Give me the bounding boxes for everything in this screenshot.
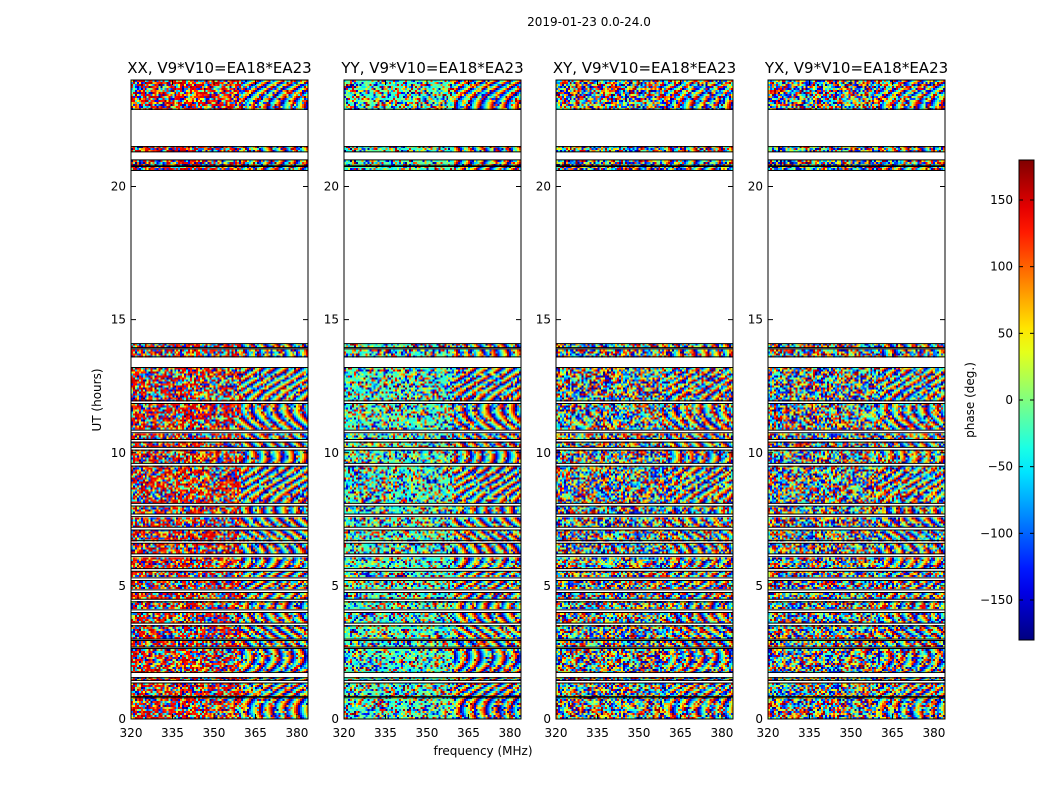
y-tick-label: 10	[324, 446, 339, 460]
x-tick-label: 335	[586, 726, 609, 740]
x-tick-label: 380	[285, 726, 308, 740]
y-tick-label: 20	[111, 180, 126, 194]
colorbar-tick-label: 0	[1005, 393, 1013, 407]
x-tick-label: 365	[881, 726, 904, 740]
y-tick-label: 15	[748, 313, 763, 327]
y-tick-label: 20	[748, 180, 763, 194]
chart-suptitle: 2019-01-23 0.0-24.0	[527, 15, 651, 29]
x-tick-label: 380	[922, 726, 945, 740]
y-tick-label: 10	[111, 446, 126, 460]
panel-yx: YX, V9*V10=EA18*EA23 0 5 10 15 20 320 335 350 365…	[748, 59, 948, 740]
panel-xx: XX, V9*V10=EA18*EA23 0 5 10 15 20 320 335 350 365…	[111, 59, 312, 740]
y-tick-label: 5	[543, 579, 551, 593]
colorbar-tick-label: −100	[980, 526, 1013, 540]
y-tick-label: 15	[111, 313, 126, 327]
colorbar-tick-label: 150	[990, 193, 1013, 207]
panels-group: XX, V9*V10=EA18*EA23 0 5 10 15 20 320 335 350 365…	[111, 59, 948, 740]
panel-title: YY, V9*V10=EA18*EA23	[340, 59, 523, 77]
x-tick-label: 320	[545, 726, 568, 740]
x-tick-label: 365	[457, 726, 480, 740]
panel-frame	[767, 79, 946, 720]
x-tick-label: 335	[798, 726, 821, 740]
y-tick-label: 10	[536, 446, 551, 460]
panel-title: XY, V9*V10=EA18*EA23	[553, 59, 736, 77]
y-tick-label: 20	[536, 180, 551, 194]
colorbar-tick-label: 50	[998, 326, 1013, 340]
y-tick-label: 15	[536, 313, 551, 327]
y-tick-label: 0	[118, 712, 126, 726]
panel-title: XX, V9*V10=EA18*EA23	[127, 59, 311, 77]
x-tick-label: 320	[757, 726, 780, 740]
colorbar-tick-label: 100	[990, 260, 1013, 274]
x-tick-label: 350	[416, 726, 439, 740]
y-tick-label: 0	[755, 712, 763, 726]
colorbar-tick-label: −50	[988, 460, 1013, 474]
x-tick-label: 350	[203, 726, 226, 740]
x-tick-label: 335	[374, 726, 397, 740]
panel-frame	[555, 79, 734, 720]
x-axis-label: frequency (MHz)	[433, 744, 532, 758]
y-tick-label: 5	[331, 579, 339, 593]
panel-yy: YY, V9*V10=EA18*EA23 0 5 10 15 20 320 335 350 365…	[324, 59, 524, 740]
panel-frame	[343, 79, 522, 720]
colorbar: −150 −100 −50 0 50 100 150	[980, 159, 1035, 641]
y-tick-label: 20	[324, 180, 339, 194]
panel-xy: XY, V9*V10=EA18*EA23 0 5 10 15 20 320 335 350 365…	[536, 59, 736, 740]
y-tick-label: 10	[748, 446, 763, 460]
panel-frame	[130, 79, 309, 720]
x-tick-label: 335	[161, 726, 184, 740]
x-tick-label: 365	[244, 726, 267, 740]
x-tick-label: 365	[669, 726, 692, 740]
x-tick-label: 380	[710, 726, 733, 740]
x-tick-label: 350	[628, 726, 651, 740]
x-tick-label: 320	[333, 726, 356, 740]
y-axis-label: UT (hours)	[90, 368, 104, 431]
x-tick-label: 350	[840, 726, 863, 740]
y-tick-label: 0	[543, 712, 551, 726]
y-tick-label: 15	[324, 313, 339, 327]
panel-title: YX, V9*V10=EA18*EA23	[764, 59, 948, 77]
x-tick-label: 380	[498, 726, 521, 740]
colorbar-tick-label: −150	[980, 593, 1013, 607]
y-tick-label: 5	[755, 579, 763, 593]
colorbar-label: phase (deg.)	[963, 362, 977, 438]
y-tick-label: 0	[331, 712, 339, 726]
x-tick-label: 320	[120, 726, 143, 740]
y-tick-label: 5	[118, 579, 126, 593]
